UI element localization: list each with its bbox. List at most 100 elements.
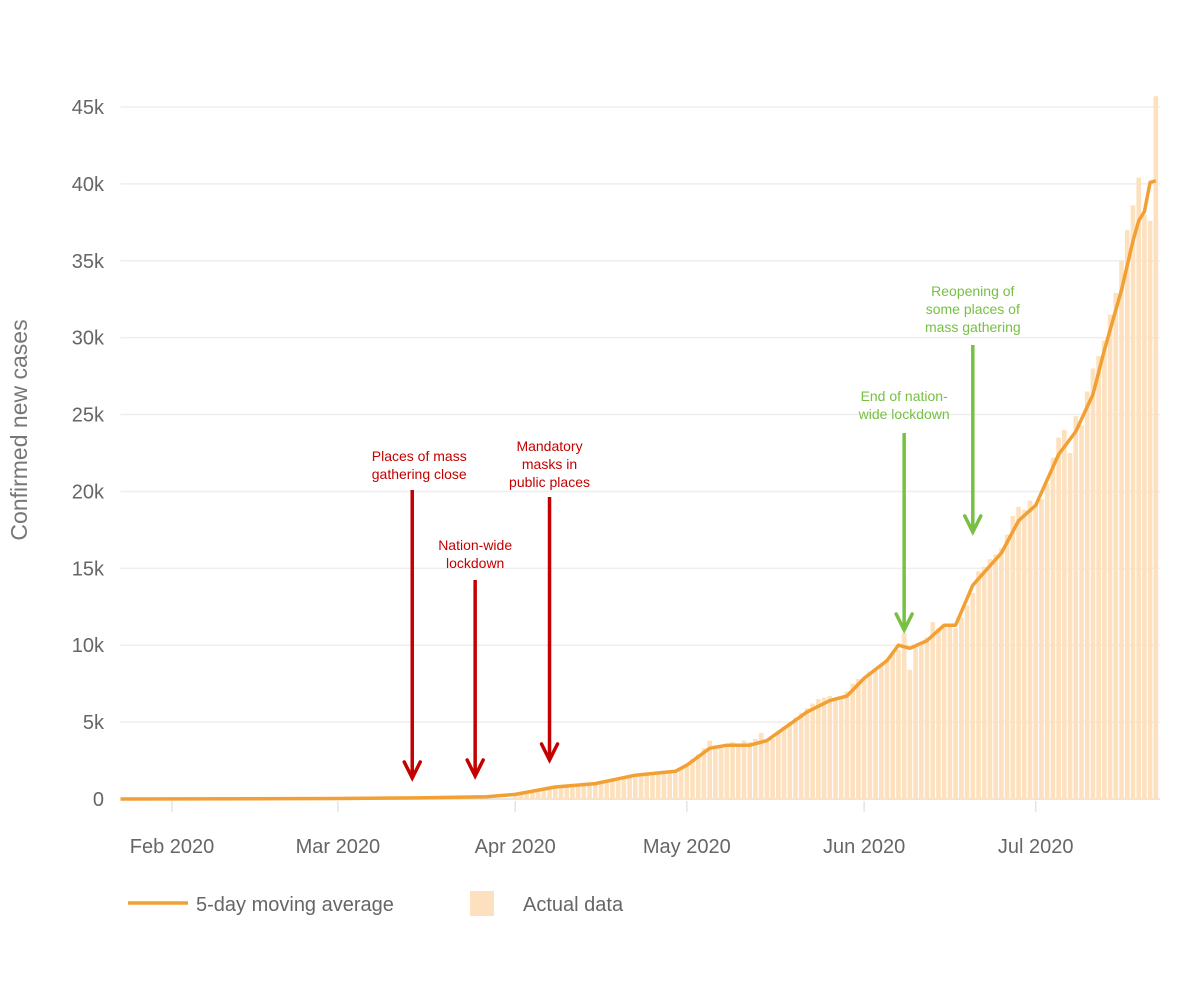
actual-data-bar xyxy=(1090,368,1096,799)
actual-data-bar xyxy=(718,745,724,799)
actual-data-bar xyxy=(993,554,998,799)
actual-data-bar xyxy=(1079,425,1084,799)
actual-data-bar xyxy=(890,652,896,799)
actual-data-bar xyxy=(524,791,529,799)
actual-data-bar xyxy=(1062,429,1067,799)
actual-data-bar xyxy=(1130,205,1136,799)
x-tick-label: Jul 2020 xyxy=(998,836,1074,858)
actual-data-bar xyxy=(793,717,798,799)
x-tick-label: Feb 2020 xyxy=(130,836,215,858)
actual-data-bar xyxy=(1153,96,1159,800)
y-tick-label: 10k xyxy=(72,635,105,657)
actual-data-bar xyxy=(610,779,615,799)
annotation-relax: End of nation-wide lockdown xyxy=(858,388,950,634)
x-tick-label: Apr 2020 xyxy=(475,836,556,858)
annotation-restrict: Nation-wide lockdown xyxy=(438,537,512,780)
annotation-relax: Reopening of some places of mass gathering xyxy=(925,283,1021,536)
actual-data-bar xyxy=(1147,220,1153,800)
actual-data-bar xyxy=(650,772,655,799)
actual-data-bar xyxy=(1124,230,1130,799)
moving-average-line xyxy=(120,179,1157,801)
actual-data-bar xyxy=(530,790,535,799)
actual-data-bar xyxy=(1084,391,1090,799)
y-tick-label: 5k xyxy=(83,712,105,734)
actual-data-bar xyxy=(644,775,650,799)
y-tick-label: 45k xyxy=(72,97,105,119)
actual-data-bar xyxy=(592,782,598,799)
actual-data-bar xyxy=(638,774,644,799)
actual-data-bar xyxy=(930,622,936,799)
annotation-label: mass gathering xyxy=(925,319,1021,335)
actual-data-bar xyxy=(627,776,632,799)
actual-data-bar xyxy=(953,628,958,799)
actual-data-bar xyxy=(1039,499,1044,799)
actual-data-bar xyxy=(655,773,661,799)
actual-data-bar xyxy=(598,783,604,799)
actual-data-bar xyxy=(924,637,930,799)
actual-data-bar xyxy=(816,699,821,799)
actual-data-bar xyxy=(1044,483,1050,799)
actual-data-bar xyxy=(621,777,627,799)
actual-data-bar xyxy=(570,785,575,799)
actual-data-bar xyxy=(713,745,718,799)
actual-data-bar xyxy=(1004,534,1010,799)
actual-data-bar xyxy=(1142,214,1147,800)
y-tick-label: 0 xyxy=(93,789,104,811)
actual-data-bar xyxy=(1136,177,1141,799)
actual-data-bar xyxy=(821,697,827,799)
actual-data-bar xyxy=(838,695,844,799)
actual-data-bar xyxy=(1010,516,1016,799)
y-tick-label: 20k xyxy=(72,481,105,503)
actual-data-bar xyxy=(867,671,873,799)
actual-data-bar xyxy=(810,703,815,799)
actual-data-bar xyxy=(1016,506,1021,799)
actual-data-bar xyxy=(970,592,976,799)
annotation-label: some places of xyxy=(926,301,1020,317)
arrowhead xyxy=(539,742,560,764)
actual-data-bar xyxy=(999,548,1004,799)
actual-data-bar xyxy=(615,778,621,799)
actual-data-bar xyxy=(1033,503,1039,799)
actual-data-bar xyxy=(1113,293,1119,799)
arrowhead xyxy=(465,758,485,780)
actual-data-bar xyxy=(735,743,741,799)
actual-data-bar xyxy=(604,781,610,799)
actual-data-bar xyxy=(787,722,793,799)
actual-data-bar xyxy=(701,748,707,799)
actual-data-bar xyxy=(512,793,518,799)
actual-data-bar xyxy=(633,775,638,799)
actual-data-bar xyxy=(781,726,787,799)
actual-data-bar xyxy=(873,668,878,799)
annotation-label: Mandatory xyxy=(516,438,582,454)
annotation-label: wide lockdown xyxy=(858,406,950,422)
actual-data-bar xyxy=(1027,500,1033,799)
y-axis: 0 5k 10k 15k 20k 25k 30k 35k 40k 45k xyxy=(72,97,105,811)
legend-line-label: 5-day moving average xyxy=(196,894,394,916)
actual-data-bar xyxy=(981,566,987,799)
actual-data-bar xyxy=(936,628,941,799)
x-axis: Feb 2020 Mar 2020 Apr 2020 May 2020 Jun 2020… xyxy=(130,801,1074,858)
actual-data-bar xyxy=(667,770,672,799)
actual-data-bar xyxy=(1107,314,1113,799)
actual-data-bar xyxy=(770,739,775,799)
y-tick-label: 25k xyxy=(72,405,105,427)
annotation-label: masks in xyxy=(522,456,577,472)
actual-data-bar xyxy=(730,742,735,799)
annotation-label: Nation-wide xyxy=(438,537,512,553)
actual-data-bar xyxy=(919,643,924,799)
actual-data-bar xyxy=(1021,509,1027,799)
actual-data-bar xyxy=(1067,453,1073,799)
actual-data-bar xyxy=(1050,457,1056,799)
actual-data-bar xyxy=(741,740,747,799)
annotation-label: gathering close xyxy=(372,466,467,482)
actual-data-bar xyxy=(1073,416,1079,799)
actual-data-bar xyxy=(861,677,867,799)
actual-data-bar xyxy=(896,649,901,799)
actual-data-bar xyxy=(941,625,947,799)
policy-annotations: Places of mass gathering close Nation-wide… xyxy=(372,283,1021,782)
actual-data-bar xyxy=(535,789,541,799)
annotation-restrict: Places of mass gathering close xyxy=(372,448,467,782)
actual-data-bar xyxy=(913,646,918,799)
actual-data-bar xyxy=(684,763,690,799)
actual-data-bar xyxy=(798,712,804,799)
